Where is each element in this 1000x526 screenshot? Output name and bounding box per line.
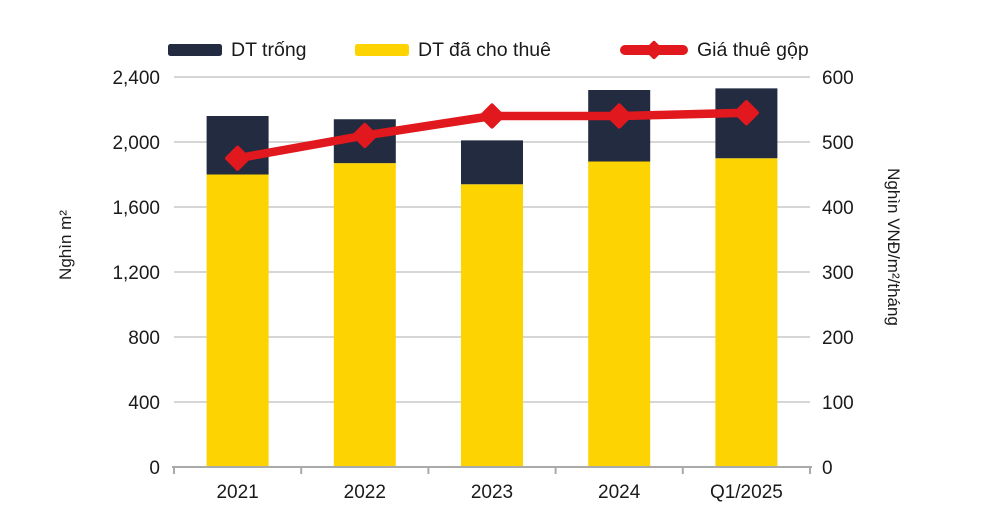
rent-marker-2023 [479, 103, 505, 129]
bar-segment-leased-2021 [206, 174, 269, 467]
chart-legend: DT trống DT đã cho thuê Giá thuê gộp [0, 36, 1000, 66]
right-axis-tick-label: 300 [822, 263, 854, 284]
right-axis-tick-label: 400 [822, 198, 854, 219]
legend-label-vacant: DT trống [231, 39, 307, 61]
right-axis-tick-label: 200 [822, 328, 854, 349]
right-axis-tick-label: 500 [822, 133, 854, 154]
bar-segment-vacant-2023 [461, 140, 523, 185]
category-label-2024: 2024 [598, 482, 641, 503]
left-axis-tick-label: 2,400 [112, 68, 160, 89]
legend-item-leased: DT đã cho thuê [355, 36, 551, 64]
right-axis-tick-label: 600 [822, 68, 854, 89]
rent-marker-2024 [606, 103, 632, 129]
left-axis-tick-label: 1,600 [112, 198, 160, 219]
legend-label-rent: Giá thuê gộp [697, 39, 809, 61]
category-label-2022: 2022 [344, 482, 386, 503]
legend-item-rent: Giá thuê gộp [620, 36, 809, 64]
rent-marker-2021 [224, 145, 251, 171]
bar-segment-leased-2024 [588, 161, 651, 467]
left-axis-tick-label: 400 [128, 393, 160, 414]
bar-segment-leased-Q1/2025 [715, 158, 778, 467]
rent-marker-2022 [352, 122, 378, 149]
left-axis-tick-label: 0 [149, 458, 160, 479]
bar-segment-leased-2022 [333, 163, 396, 467]
category-label-2021: 2021 [216, 482, 258, 503]
left-axis-tick-label: 1,200 [112, 263, 160, 284]
left-axis-tick-label: 800 [128, 328, 160, 349]
right-axis-tick-label: 0 [822, 458, 833, 479]
category-label-2023: 2023 [471, 482, 513, 503]
left-axis-title: Nghìn m² [56, 210, 75, 280]
line-legend-marker-icon [620, 45, 688, 55]
category-label-Q1/2025: Q1/2025 [710, 482, 783, 503]
vacant-swatch-icon [168, 44, 222, 56]
rent-marker-Q1/2025 [733, 100, 760, 126]
right-axis-title: Nghìn VNĐ/m²/tháng [884, 168, 903, 326]
left-axis-tick-label: 2,000 [112, 133, 160, 154]
right-axis-tick-label: 100 [822, 393, 854, 414]
leased-swatch-icon [355, 44, 409, 56]
legend-label-leased: DT đã cho thuê [418, 39, 551, 61]
legend-item-vacant: DT trống [168, 36, 307, 64]
bar-segment-leased-2023 [461, 184, 523, 467]
